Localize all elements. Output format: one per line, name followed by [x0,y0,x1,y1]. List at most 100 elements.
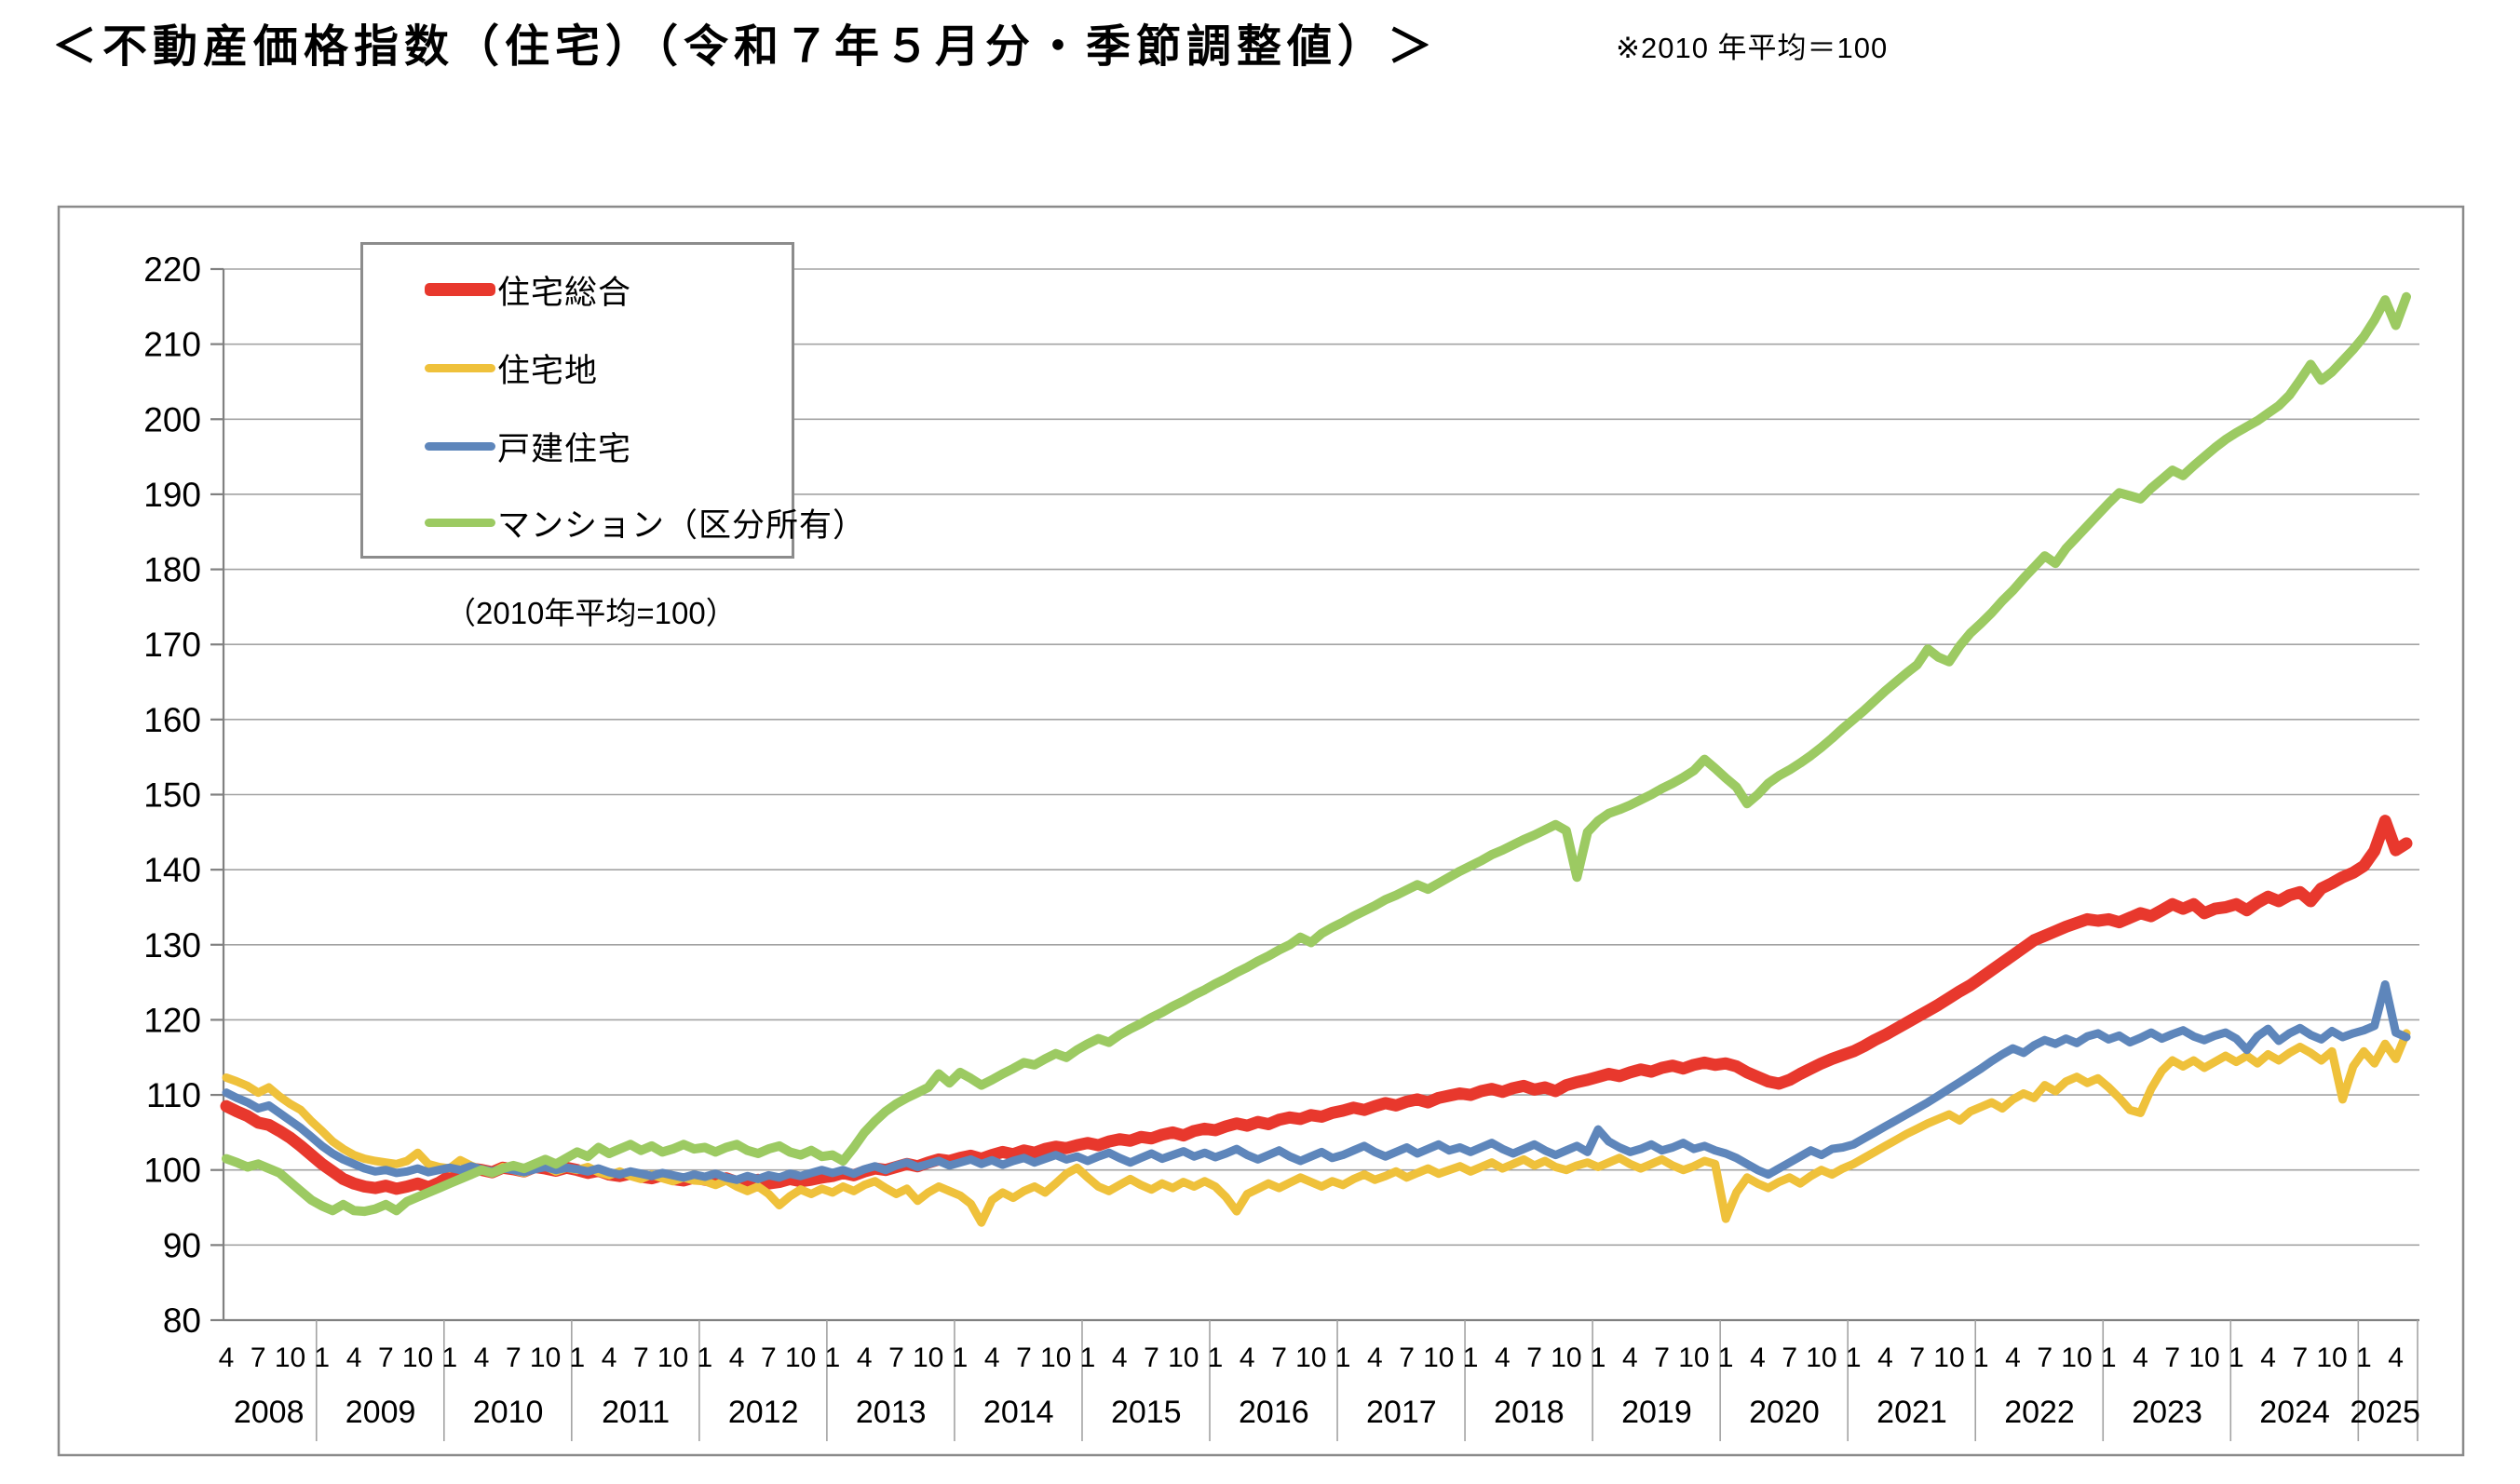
x-tick-month-label: 7 [888,1342,904,1373]
legend-line-swatch [425,441,495,451]
x-tick-month-label: 7 [1271,1342,1287,1373]
x-year-label: 2017 [1366,1395,1437,1430]
chart-legend: 住宅総合 住宅地 戸建住宅 マンション（区分所有） [360,242,865,559]
x-tick-month-label: 7 [2292,1342,2308,1373]
y-tick-label: 170 [143,626,201,664]
x-tick-month-label: 10 [1295,1342,1326,1373]
legend-label: 住宅地 [497,352,599,389]
series-line-2 [222,980,2411,1184]
x-tick-month-label: 7 [1782,1342,1797,1373]
x-tick-month-label: 4 [1367,1342,1383,1373]
x-tick-month-label: 1 [1335,1342,1351,1373]
x-tick-month-label: 4 [346,1342,362,1373]
legend-line-swatch [425,283,495,296]
x-year-label: 2022 [2004,1395,2075,1430]
y-tick-label: 210 [143,326,201,364]
x-tick-month-label: 4 [602,1342,617,1373]
x-tick-month-label: 4 [474,1342,490,1373]
x-year-label: 2013 [856,1395,927,1430]
x-tick-month-label: 4 [1750,1342,1766,1373]
x-tick-month-label: 7 [1909,1342,1925,1373]
chart-subtitle: （2010年平均=100） [445,596,737,630]
x-tick-month-label: 1 [2356,1342,2372,1373]
x-tick-month-label: 1 [1208,1342,1224,1373]
x-tick-month-label: 4 [1622,1342,1638,1373]
page-title-row: ＜不動産価格指数（住宅）（令和７年５月分・季節調整値）＞ [52,9,1438,74]
y-tick-label: 110 [146,1076,201,1114]
x-tick-month-label: 10 [275,1342,305,1373]
x-tick-month-label: 1 [698,1342,713,1373]
x-tick-month-label: 10 [2188,1342,2219,1373]
y-tick-label: 180 [143,551,201,589]
x-tick-month-label: 1 [1718,1342,1734,1373]
x-tick-month-label: 4 [219,1342,235,1373]
x-tick-month-label: 10 [1551,1342,1581,1373]
x-tick-month-label: 4 [729,1342,745,1373]
x-tick-month-label: 4 [1112,1342,1128,1373]
y-tick-label: 130 [143,926,201,965]
x-year-label: 2008 [234,1395,305,1430]
x-year-label: 2024 [2259,1395,2330,1430]
y-tick-label: 190 [143,476,201,514]
x-year-label: 2014 [983,1395,1054,1430]
x-tick-month-label: 7 [1144,1342,1159,1373]
x-tick-month-label: 7 [1399,1342,1415,1373]
x-tick-month-label: 10 [530,1342,561,1373]
x-tick-month-label: 4 [2133,1342,2148,1373]
x-tick-month-label: 10 [2316,1342,2347,1373]
x-tick-month-label: 7 [378,1342,394,1373]
x-tick-month-label: 10 [785,1342,816,1373]
x-tick-month-label: 1 [314,1342,330,1373]
page-title-note: ※2010 年平均＝100 [1616,32,1889,64]
x-tick-month-label: 4 [1877,1342,1893,1373]
x-tick-month-label: 10 [1040,1342,1071,1373]
x-year-label: 2023 [2132,1395,2202,1430]
x-tick-month-label: 10 [2061,1342,2092,1373]
x-tick-month-label: 1 [1591,1342,1606,1373]
y-tick-label: 100 [143,1152,201,1190]
x-tick-month-label: 7 [2164,1342,2180,1373]
x-year-label: 2012 [728,1395,799,1430]
x-tick-month-label: 4 [1240,1342,1255,1373]
legend-item-mansion: マンション（区分所有） [363,504,865,544]
x-tick-month-label: 1 [441,1342,457,1373]
x-tick-month-label: 1 [2229,1342,2244,1373]
x-tick-month-label: 1 [570,1342,586,1373]
x-tick-month-label: 10 [1933,1342,1964,1373]
x-year-label: 2025 [2350,1395,2420,1430]
x-tick-month-label: 1 [2101,1342,2117,1373]
legend-label: マンション（区分所有） [497,506,867,544]
x-year-label: 2020 [1749,1395,1820,1430]
x-tick-month-label: 1 [1973,1342,1989,1373]
y-tick-label: 140 [143,851,201,889]
legend-line-swatch [425,518,495,527]
x-year-label: 2019 [1621,1395,1692,1430]
legend-item-sogo: 住宅総合 [363,271,792,311]
x-tick-month-label: 7 [1654,1342,1670,1373]
y-tick-label: 200 [143,400,201,438]
x-tick-month-label: 1 [825,1342,841,1373]
x-tick-month-label: 7 [2037,1342,2053,1373]
x-tick-month-label: 1 [953,1342,969,1373]
x-tick-month-label: 7 [1016,1342,1032,1373]
legend-label: 戸建住宅 [497,430,632,467]
x-tick-month-label: 7 [506,1342,522,1373]
x-tick-month-label: 10 [1168,1342,1199,1373]
series-line-3 [222,291,2411,1217]
x-tick-month-label: 4 [984,1342,1000,1373]
x-year-label: 2015 [1111,1395,1182,1430]
x-tick-month-label: 10 [913,1342,943,1373]
x-tick-month-label: 10 [657,1342,688,1373]
y-tick-label: 220 [143,250,201,289]
y-tick-label: 90 [163,1226,201,1264]
x-tick-month-label: 10 [402,1342,433,1373]
x-tick-month-label: 4 [1495,1342,1511,1373]
x-tick-month-label: 7 [251,1342,266,1373]
page-title: ＜不動産価格指数（住宅）（令和７年５月分・季節調整値）＞ [52,22,1439,72]
x-tick-month-label: 4 [2005,1342,2021,1373]
y-tick-label: 120 [143,1001,201,1039]
x-tick-month-label: 10 [1678,1342,1709,1373]
legend-item-kodate: 戸建住宅 [363,427,792,467]
x-year-label: 2018 [1494,1395,1565,1430]
